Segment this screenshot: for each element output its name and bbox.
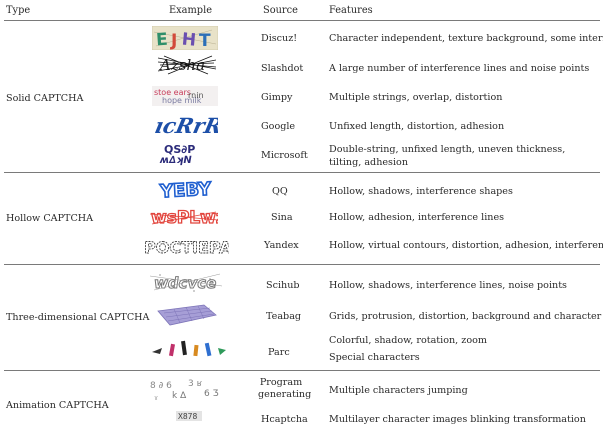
svg-text:T: T [199,31,211,50]
sina-captcha-image: wsPLwz [150,207,218,228]
svg-text:J: J [170,31,177,50]
features-parc-2: Special characters [329,352,420,363]
source-scihub: Scihub [266,280,300,291]
discuz-captcha-image: E J H T [152,26,218,50]
svg-text:POCTIEPAVE: POCTIEPAVE [144,238,229,257]
svg-text:hope milk: hope milk [162,96,202,105]
features-teabag: Grids, protrusion, distortion, backgroun… [329,311,603,322]
svg-text:QS∂P: QS∂P [164,143,195,156]
svg-text:X878: X878 [178,412,197,421]
source-sina: Sina [271,212,293,223]
features-parc: Colorful, shadow, rotation, zoom [329,335,487,346]
microsoft-captcha-image: QS∂P ʍ∆ʞN [159,143,196,166]
group-rule-3 [4,370,600,371]
features-hcaptcha: Multilayer character images blinking tra… [329,414,586,425]
svg-text:8 ∂ 6: 8 ∂ 6 [150,381,172,391]
svg-text:rnin: rnin [188,91,204,100]
svg-text:6 Ʒ: 6 Ʒ [204,389,219,399]
slashdot-captcha-image: Azsha [158,55,216,75]
type-three-dimensional: Three-dimensional CAPTCHA [6,312,150,323]
svg-text:3 ʁ: 3 ʁ [188,379,203,389]
teabag-captcha-image [157,304,217,326]
source-yandex: Yandex [264,240,299,251]
features-program-generating: Multiple characters jumping [329,385,468,396]
source-discuz: Discuz! [261,33,298,44]
yandex-captcha-image: POCTIEPAVE [144,238,229,258]
svg-text:ʍ∆ʞN: ʍ∆ʞN [159,155,193,166]
source-program-generating: Program generating [258,377,312,400]
google-captcha-image: ıcRrR [152,114,218,137]
source-google: Google [261,121,296,132]
features-slashdot: A large number of interference lines and… [329,63,590,74]
header-example: Example [169,5,213,16]
type-animation: Animation CAPTCHA [6,400,109,411]
header-source: Source [263,5,298,16]
program-captcha-image: 8 ∂ 6 k ∆ 3 ʁ 6 Ʒ ɤ [150,379,219,402]
source-slashdot: Slashdot [261,63,304,74]
type-solid: Solid CAPTCHA [6,93,84,104]
source-microsoft: Microsoft [261,150,308,161]
features-gimpy: Multiple strings, overlap, distortion [329,92,503,103]
header-features: Features [329,5,373,16]
svg-text:YEBY: YEBY [159,179,213,201]
svg-text:ɤ: ɤ [154,394,158,402]
features-microsoft: Double-string, unfixed length, uneven th… [329,144,566,168]
features-scihub: Hollow, shadows, interference lines, noi… [329,280,567,291]
type-hollow: Hollow CAPTCHA [6,213,94,224]
features-discuz: Character independent, texture backgroun… [329,33,603,44]
source-hcaptcha: Hcaptcha [261,414,308,425]
svg-text:H: H [181,30,197,50]
scihub-captcha-image: wdcvce [150,274,222,292]
features-qq: Hollow, shadows, interference shapes [329,186,513,197]
features-sina: Hollow, adhesion, interference lines [329,212,505,223]
features-yandex: Hollow, virtual contours, distortion, ad… [329,240,603,251]
source-gimpy: Gimpy [261,92,293,103]
gimpy-captcha-image: stoe ears hope milk rnin [152,86,218,106]
svg-text:stoe ears: stoe ears [154,88,191,97]
svg-text:E: E [155,30,168,50]
features-google: Unfixed length, distortion, adhesion [329,121,505,132]
svg-text:ıcRrR: ıcRrR [152,114,218,137]
qq-captcha-image: YEBY [158,178,213,201]
source-parc: Parc [268,347,290,358]
source-qq: QQ [272,186,288,197]
group-rule-1 [4,172,600,173]
header-type: Type [6,5,31,16]
group-rule-2 [4,264,600,265]
header-rule [4,20,600,21]
source-teabag: Teabag [266,311,302,322]
svg-text:k ∆: k ∆ [172,391,187,401]
parc-captcha-image [152,340,226,357]
hcaptcha-image: X878 [176,411,202,421]
